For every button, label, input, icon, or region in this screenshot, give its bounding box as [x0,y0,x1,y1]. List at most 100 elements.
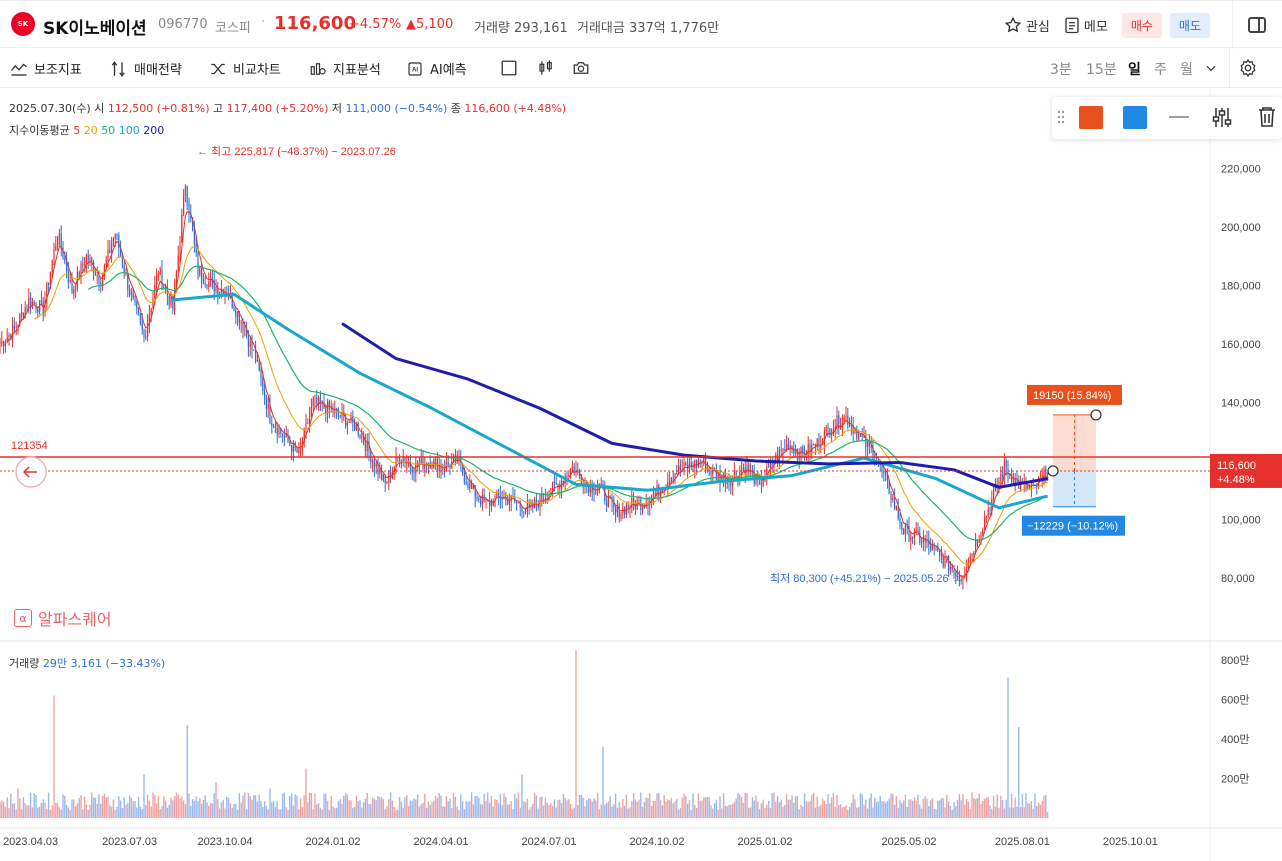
volume-bar [947,801,950,818]
volume-bar [35,795,37,818]
strategy-button[interactable]: 매매전략 [110,59,182,78]
timeframe-week[interactable]: 주 [1154,62,1167,78]
candle-body [890,494,892,501]
candle-body [105,259,107,266]
candle-body [872,447,874,461]
candle-body [899,518,901,523]
candle-body [354,421,356,430]
volume-bar [566,800,568,818]
candle-body [89,258,91,261]
analysis-label: 지표분석 [333,63,381,78]
volume-bar [296,795,298,818]
candle-body [285,433,287,438]
volume-bar [262,807,264,818]
price-chart[interactable]: 80,000100,000120,000140,000160,000180,00… [0,88,1282,861]
candle-body [382,474,384,480]
timeframe-day[interactable]: 일 [1128,62,1141,78]
volume-bar [683,793,685,818]
volume-bar [375,800,377,818]
screenshot-button[interactable] [572,59,590,77]
candle-body [834,426,836,430]
volume-bar [519,807,521,818]
volume-bar [775,801,777,818]
volume-bar [931,798,934,818]
indicators-button[interactable]: 보조지표 [10,59,82,78]
candle-type-button[interactable] [537,59,555,77]
candle-body [595,490,597,494]
candle-body [233,307,235,311]
volume-bar [764,807,766,818]
volume-bar [854,799,856,818]
volume-bar [672,803,674,818]
volume-bar [481,804,484,818]
candle-body [733,472,735,478]
timeframe-15m[interactable]: 15분 [1086,62,1117,78]
volume-bar [460,794,462,818]
volume-bar [76,803,79,818]
volume-bar [620,807,622,818]
analysis-button[interactable]: 지표분석 [309,59,381,78]
compare-button[interactable]: 비교차트 [209,59,281,78]
volume-bar [123,797,125,818]
candle-body [177,255,179,272]
sliders-icon[interactable] [1212,108,1232,127]
volume-bar [533,793,536,818]
volume-bar [1001,800,1004,818]
volume-bar [197,801,199,818]
candle-body [55,245,57,250]
volume-bar [364,798,367,818]
candle-body [404,458,406,464]
color-orange-swatch[interactable] [1079,106,1103,129]
memo-button[interactable]: 메모 [1064,16,1108,35]
volume-bar [820,805,822,818]
candlestick-icon [539,60,552,75]
candle-body [786,443,788,451]
volume-bar [602,746,604,818]
timeframe-dropdown[interactable] [1204,61,1218,75]
volume-bar [384,809,386,818]
candle-body [102,275,104,287]
volume-bar [811,794,813,818]
timeframe-3m[interactable]: 3분 [1050,62,1072,78]
ema5-line [6,210,1048,578]
volume-bar [233,804,235,818]
volume-bar [13,803,16,818]
volume-bar [535,795,538,818]
candle-body [163,287,165,289]
volume-bar [62,794,64,818]
candle-body [604,487,606,501]
square-draw-button[interactable] [500,59,518,77]
candle-body [46,283,48,301]
drag-handle-icon[interactable] [1057,110,1065,124]
buy-button[interactable]: 매수 [1121,12,1162,38]
volume-bar [762,799,764,818]
volume-bar [614,793,617,818]
sell-button[interactable]: 매도 [1169,12,1210,38]
volume-bar [20,809,23,818]
volume-bar [229,803,232,818]
volume-bar [575,650,577,818]
volume-bar [71,799,73,818]
settings-button[interactable] [1238,58,1258,78]
candle-body [188,202,190,214]
volume-bar [829,803,831,818]
timeframe-month[interactable]: 월 [1180,62,1193,78]
separator-dot: · [261,15,266,30]
color-blue-swatch[interactable] [1123,106,1147,129]
candle-body [118,235,120,249]
ma-legend[interactable]: 지수이동평균 5 20 50 100 200 [9,122,164,138]
watch-button[interactable]: 관심 [1004,16,1050,35]
candle-body [820,444,822,448]
candle-body [573,465,575,474]
candle-body [179,242,181,256]
volume-bar [1012,807,1015,818]
ai-predict-button[interactable]: AI AI예측 [406,59,467,78]
candle-body [615,507,617,513]
candle-body [366,441,368,452]
target-down-zone [1053,470,1096,507]
candle-body [150,308,152,316]
star-icon [1004,16,1022,33]
volume-bar [398,796,401,818]
panel-toggle-icon[interactable] [1248,17,1266,33]
trash-icon[interactable] [1259,107,1275,127]
